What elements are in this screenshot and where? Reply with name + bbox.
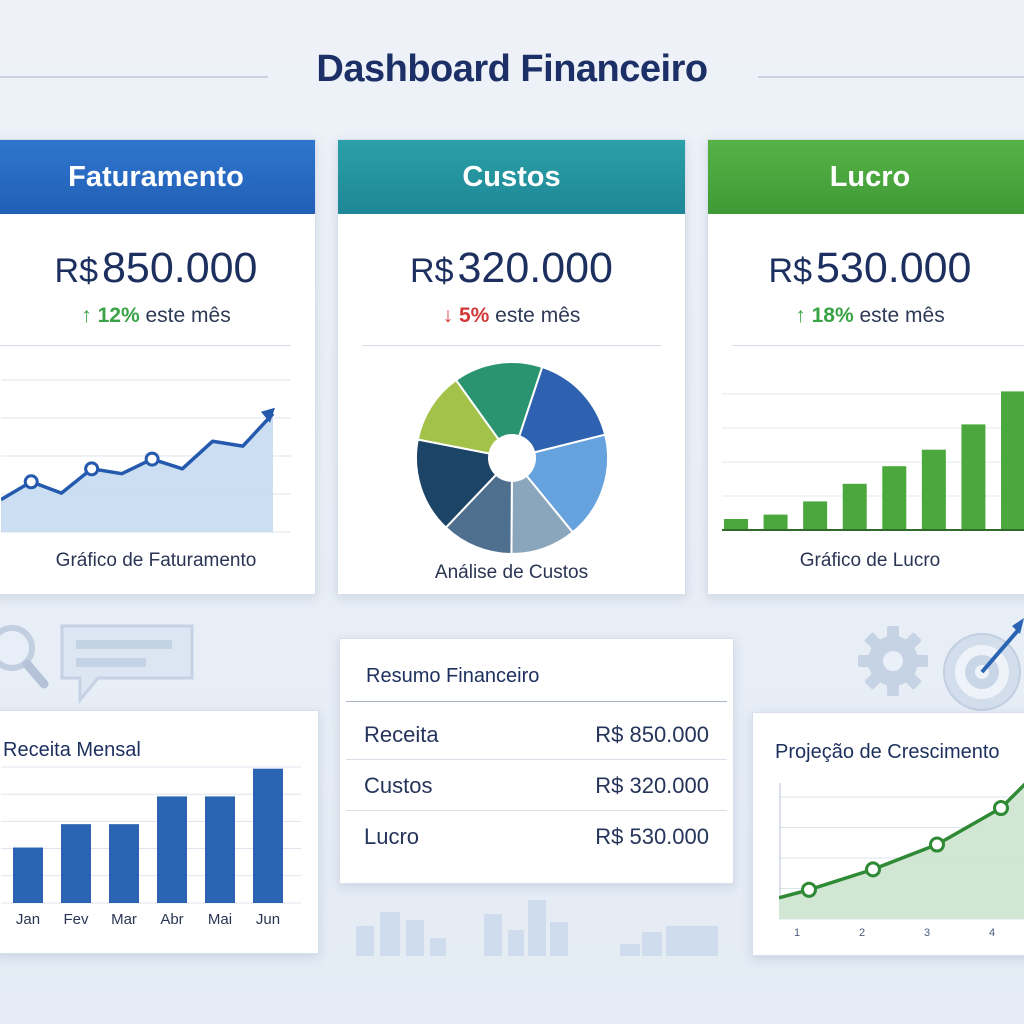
- resumo-row-lucro-label: Lucro: [364, 824, 420, 849]
- card-receita-mensal[interactable]: Receita Mensal Jan Fev Mar Abr Mai Jun: [0, 710, 319, 954]
- card-projecao[interactable]: Projeção de Crescimento 1 2 3 4: [752, 712, 1024, 956]
- faturamento-area-chart: [1, 379, 291, 533]
- bar: [961, 424, 986, 530]
- area-fill: [1, 413, 273, 532]
- resumo-row-lucro-value: R$ 530.000: [595, 824, 709, 849]
- month-label: Jan: [15, 911, 41, 928]
- bar: [61, 824, 91, 903]
- card-title: Lucro: [829, 160, 911, 193]
- lucro-amount: R$530.000: [768, 244, 972, 292]
- series-line: [1, 412, 275, 502]
- pie-slice: [454, 361, 544, 461]
- resumo-row-divider: [346, 810, 727, 811]
- projecao-title: Projeção de Crescimento: [775, 741, 1000, 763]
- arrow-up-icon: ↑: [81, 304, 92, 327]
- card-header-faturamento: Faturamento: [0, 140, 315, 214]
- card-divider: [362, 345, 661, 346]
- faturamento-caption: Gráfico de Faturamento: [55, 550, 257, 571]
- decorative-bars: [356, 900, 718, 956]
- faturamento-delta: ↑ 12% este mês: [81, 304, 231, 327]
- custos-pie-chart: [415, 361, 609, 556]
- bar: [1001, 391, 1024, 530]
- x-tick-label: 1: [793, 927, 801, 939]
- resumo-row-divider: [346, 759, 727, 760]
- pie-slice: [510, 455, 575, 555]
- card-faturamento[interactable]: Faturamento R$850.000 ↑ 12% este mês Grá…: [0, 139, 316, 595]
- target-icon: [943, 618, 1024, 711]
- data-point: [23, 474, 39, 490]
- bar: [205, 796, 235, 903]
- data-point: [929, 836, 945, 853]
- data-point: [865, 861, 881, 878]
- pie-slice: [416, 378, 515, 460]
- pie-slice: [444, 455, 514, 556]
- x-tick-label: 4: [988, 927, 996, 939]
- card-title: Custos: [462, 160, 561, 193]
- chat-bubble-icon: [60, 624, 194, 705]
- title-rule-right: [758, 76, 1024, 78]
- card-header-lucro: Lucro: [708, 140, 1024, 214]
- lucro-delta: ↑ 18% este mês: [795, 304, 945, 327]
- month-label: Abr: [160, 911, 184, 928]
- bar: [803, 501, 828, 530]
- gear-icon: [858, 626, 928, 696]
- area-fill: [779, 785, 1024, 919]
- bar: [842, 483, 867, 530]
- custos-caption: Análise de Custos: [434, 562, 589, 583]
- card-divider: [732, 345, 1024, 346]
- card-divider: [0, 345, 291, 346]
- trend-arrowhead: [261, 407, 275, 423]
- bar: [724, 519, 748, 530]
- data-point: [993, 800, 1009, 817]
- resumo-row-custos-label: Custos: [364, 773, 433, 798]
- card-resumo-financeiro[interactable]: Resumo Financeiro Receita R$ 850.000 Cus…: [339, 638, 734, 884]
- month-label: Fev: [63, 911, 89, 928]
- pie-hole: [488, 434, 536, 482]
- bar: [253, 768, 283, 903]
- page-title: Dashboard Financeiro: [316, 48, 708, 90]
- receita-mensal-bar-chart: [1, 766, 301, 904]
- resumo-row-receita-value: R$ 850.000: [595, 722, 709, 747]
- arrow-down-icon: ↓: [442, 304, 454, 327]
- x-tick-label: 3: [923, 927, 931, 939]
- bar: [921, 449, 946, 530]
- custos-delta: ↓ 5% este mês: [442, 304, 581, 327]
- resumo-row-receita-label: Receita: [364, 722, 439, 747]
- faturamento-amount: R$850.000: [54, 244, 258, 292]
- card-title: Faturamento: [68, 160, 244, 193]
- data-point: [144, 451, 160, 467]
- pie-slice: [415, 438, 514, 530]
- month-label: Mai: [207, 911, 233, 928]
- bar: [157, 796, 187, 903]
- card-custos[interactable]: Custos R$320.000 ↓ 5% este mês Análise d…: [337, 139, 686, 595]
- month-label: Mar: [111, 911, 137, 928]
- title-rule-left: [0, 76, 268, 78]
- arrow-up-icon: ↑: [795, 304, 806, 327]
- lucro-caption: Gráfico de Lucro: [799, 550, 941, 571]
- resumo-row-custos-value: R$ 320.000: [595, 773, 709, 798]
- data-point: [84, 461, 100, 477]
- resumo-title-divider: [346, 701, 727, 702]
- lucro-bar-chart: [722, 391, 1024, 531]
- card-lucro[interactable]: Lucro R$530.000 ↑ 18% este mês Gráfico d…: [707, 139, 1024, 595]
- bar: [109, 824, 139, 903]
- projecao-area-chart: [779, 782, 1024, 920]
- resumo-title: Resumo Financeiro: [366, 665, 540, 687]
- bar: [13, 847, 43, 903]
- receita-mensal-title: Receita Mensal: [3, 739, 141, 761]
- data-point: [801, 881, 817, 898]
- magnifier-icon: [0, 625, 49, 689]
- bar: [763, 514, 788, 530]
- x-tick-label: 2: [858, 927, 866, 939]
- card-header-custos: Custos: [338, 140, 685, 214]
- bar: [882, 466, 907, 530]
- pie-slice: [510, 433, 609, 534]
- month-label: Jun: [255, 911, 281, 928]
- custos-amount: R$320.000: [410, 244, 613, 292]
